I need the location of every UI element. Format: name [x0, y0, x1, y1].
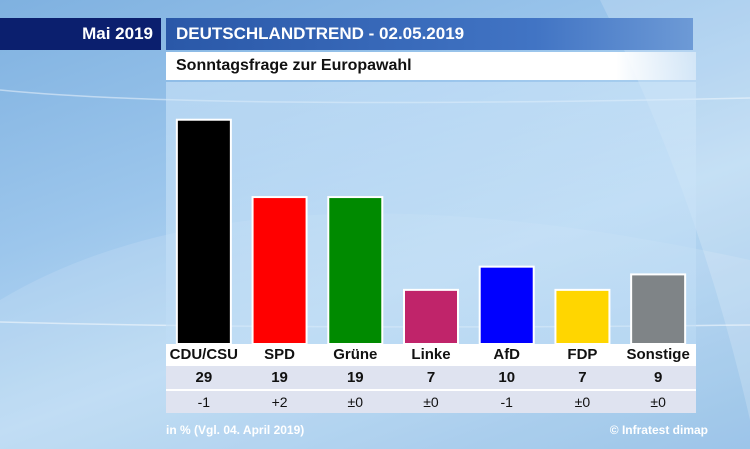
value-label-row: 29 19 19 7 10 7 9	[166, 366, 696, 389]
chart-header-title: DEUTSCHLANDTREND - 02.05.2019	[166, 18, 693, 50]
change-label-afd: -1	[500, 394, 513, 410]
category-label-afd: AfD	[493, 346, 521, 363]
change-label-sonstige: ±0	[650, 394, 666, 410]
source-credit: © Infratest dimap	[609, 423, 708, 437]
bar-linke	[403, 288, 459, 344]
row-divider	[166, 389, 696, 391]
value-label-gr-ne: 19	[346, 369, 364, 386]
category-label-sonstige: Sonstige	[626, 346, 690, 363]
change-label-gr-ne: ±0	[347, 394, 364, 410]
bar-cdu-csu	[175, 118, 232, 344]
bar-afd	[478, 265, 535, 344]
value-label-sonstige: 9	[653, 369, 663, 386]
change-label-cdu-csu: -1	[197, 394, 211, 410]
value-label-afd: 10	[498, 369, 516, 386]
footnote: in % (Vgl. 04. April 2019)	[166, 423, 305, 437]
plot-area	[166, 82, 696, 344]
value-label-cdu-csu: 29	[195, 369, 213, 386]
bar-sonstige	[630, 273, 687, 344]
category-label-linke: Linke	[411, 346, 451, 363]
change-label-row: -1 +2 ±0 ±0 -1 ±0 ±0	[166, 391, 696, 413]
bar-spd	[251, 196, 308, 344]
category-label-spd: SPD	[264, 346, 295, 363]
chart-subtitle: Sonntagsfrage zur Europawahl	[166, 52, 696, 80]
value-label-linke: 7	[426, 369, 436, 386]
category-label-fdp: FDP	[567, 346, 598, 363]
category-label-row: CDU/CSU SPD Grüne Linke AfD FDP Sonstige	[166, 344, 696, 366]
bar-fdp	[554, 288, 611, 344]
bar-gr-ne	[327, 196, 384, 344]
category-label-gr-ne: Grüne	[333, 346, 378, 363]
bar-chart	[175, 118, 687, 344]
change-label-spd: +2	[271, 394, 288, 410]
month-label: Mai 2019	[0, 18, 161, 50]
value-label-spd: 19	[271, 369, 288, 386]
value-label-fdp: 7	[578, 369, 587, 386]
change-label-linke: ±0	[423, 394, 439, 410]
change-label-fdp: ±0	[574, 394, 591, 410]
category-label-cdu-csu: CDU/CSU	[169, 346, 239, 363]
